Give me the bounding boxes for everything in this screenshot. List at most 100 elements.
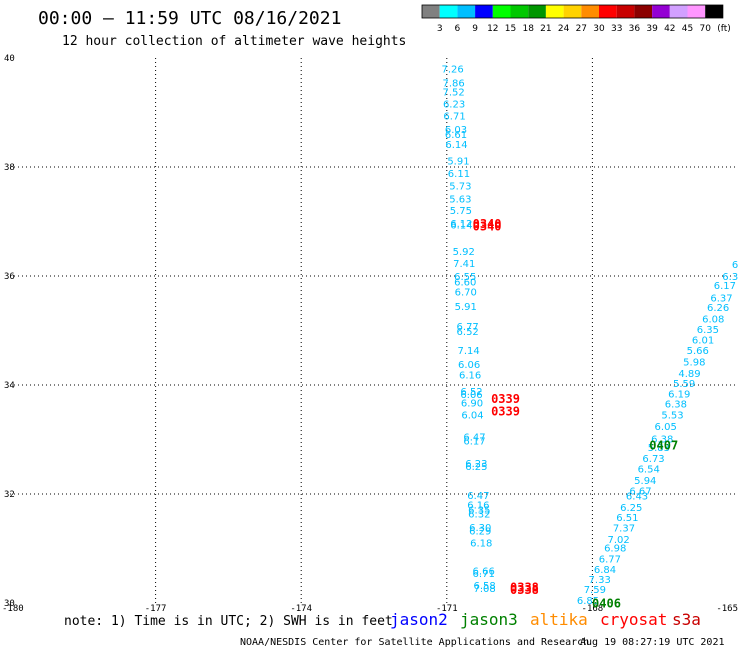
wave-height-point: 5.66 [687, 346, 709, 357]
wave-height-point: 6.71 [443, 111, 465, 122]
color-scale-label: 9 [472, 24, 478, 34]
wave-height-point: 6.30 [469, 523, 491, 534]
pass-time-label: 0339 [491, 405, 520, 419]
satellite-legend: jason2 jason3 altika cryosat s3a [390, 610, 701, 629]
wave-height-point: 5.59 [673, 379, 695, 390]
color-scale-label: 6 [455, 24, 461, 34]
color-scale-frame [421, 4, 724, 19]
color-scale-label: 27 [576, 24, 587, 34]
wave-height-point: 6.55 [454, 272, 476, 283]
pass-time-label: 0340 [473, 217, 502, 231]
wave-height-point: 6.03 [445, 125, 467, 136]
pass-time-label: 0406 [592, 597, 621, 611]
pass-time-label: 0339 [491, 392, 520, 406]
wave-height-point: 7.37 [613, 523, 635, 534]
wave-height-point: 7.41 [453, 259, 475, 270]
wave-height-point: 6.17 [463, 437, 485, 448]
wave-height-point: 5.83 [648, 443, 670, 454]
wave-height-point: 7.52 [442, 87, 464, 98]
wave-height-point: 6.23 [443, 99, 465, 110]
wave-height-point: 6.70 [455, 287, 477, 298]
wave-height-point: 5.63 [449, 195, 471, 206]
wave-height-point: 6.60 [454, 278, 476, 289]
wave-height-point: 6.35 [697, 325, 719, 336]
chart-subtitle: 12 hour collection of altimeter wave hei… [62, 34, 406, 49]
wave-height-point: 6.16 [459, 371, 481, 382]
wave-height-point: 6.29 [469, 527, 491, 538]
x-tick-label: -180 [2, 604, 24, 614]
wave-height-point: 6.05 [655, 422, 677, 433]
y-tick-label: 30 [4, 599, 15, 609]
wave-height-point: 6.16 [467, 500, 489, 511]
color-scale-swatch [545, 5, 564, 18]
color-scale-label: 42 [664, 24, 675, 34]
wave-height-point: 6.73 [642, 454, 664, 465]
color-scale-label: 15 [505, 24, 516, 34]
wave-height-point: 6.25 [620, 503, 642, 514]
color-scale-label: 30 [593, 24, 605, 34]
color-scale-label: 18 [522, 24, 534, 34]
y-tick-label: 32 [4, 490, 15, 500]
wave-height-point: 6.06 [460, 390, 482, 401]
wave-height-point: 6.67 [629, 486, 651, 497]
wave-height-point: 6.11 [448, 169, 470, 180]
wave-height-point: 7.02 [607, 535, 629, 546]
color-scale-swatch [439, 5, 458, 18]
credit-text: NOAA/NESDIS Center for Satellite Applica… [240, 637, 589, 648]
wave-height-point: 6.25 [465, 462, 487, 473]
generated-timestamp: Aug 19 08:27:19 UTC 2021 [580, 637, 725, 648]
wave-height-point: 5.73 [449, 182, 471, 193]
color-scale-label: 3 [437, 24, 443, 34]
wave-height-point: 4.89 [678, 369, 700, 380]
color-scale-label: 36 [629, 24, 641, 34]
wave-height-point: 5.53 [661, 411, 683, 422]
wave-height-point: 5.98 [683, 358, 705, 369]
color-scale-swatch [687, 5, 706, 18]
satellite-legend-item: s3a [672, 610, 701, 629]
x-tick-label: -168 [582, 604, 604, 614]
wave-height-point: 6.98 [604, 544, 626, 555]
color-scale-swatch [563, 5, 582, 18]
wave-height-point: 6.47 [463, 432, 485, 443]
wave-height-point: 6.47 [467, 491, 489, 502]
y-tick-label: 40 [4, 54, 15, 64]
color-scale-unit: (ft) [717, 24, 731, 34]
color-scale-swatch [528, 5, 546, 18]
pass-time-label: 0407 [649, 438, 678, 452]
wave-height-point: 5.91 [447, 157, 469, 168]
wave-height-point: 6.84 [594, 565, 616, 576]
wave-height-point: 7.59 [584, 585, 606, 596]
wave-height-point: 7.33 [589, 575, 611, 586]
wave-height-point: 6.52 [457, 327, 479, 338]
color-scale-label: 24 [558, 24, 570, 34]
wave-height-point: 6.17 [714, 281, 736, 292]
color-scale-legend: 3 6 9 12 15 18 21 24 27 30 33 36 39 42 45 70 (ft) [421, 4, 731, 34]
wave-height-point: 6.01 [692, 335, 714, 346]
wave-height-point: 6.58 [474, 581, 496, 592]
wave-height-point: 6.26 [707, 303, 729, 314]
units-note: note: 1) Time is in UTC; 2) SWH is in fe… [64, 614, 393, 629]
color-scale-swatch [599, 5, 617, 18]
color-scale-swatch [669, 5, 688, 18]
wave-height-point: 6.38 [651, 435, 673, 446]
wave-height-point: 6.51 [616, 513, 638, 524]
y-tick-label: 38 [4, 163, 15, 173]
wave-height-point: 6.04 [461, 411, 483, 422]
wave-height-point: 6.32 [468, 510, 490, 521]
y-tick-label: 36 [4, 272, 15, 282]
y-tick-label: 34 [4, 381, 15, 391]
color-scale-swatch [475, 5, 493, 18]
wave-height-point: 6.61 [445, 130, 467, 141]
wave-height-point: 6.77 [457, 322, 479, 333]
wave-height-point: 7.08 [474, 584, 496, 595]
color-scale-swatch [457, 5, 476, 18]
pass-time-label: 0338 [510, 581, 539, 595]
x-tick-label: -165 [716, 604, 738, 614]
wave-height-point: 5.75 [450, 206, 472, 217]
wave-height-point: 6.3 [722, 272, 738, 283]
x-tick-label: -177 [145, 604, 167, 614]
wave-height-point: 6.37 [710, 293, 732, 304]
wave-height-point: 5.92 [453, 247, 475, 258]
wave-height-point: 6.18 [470, 539, 492, 550]
color-scale-swatch [634, 5, 653, 18]
